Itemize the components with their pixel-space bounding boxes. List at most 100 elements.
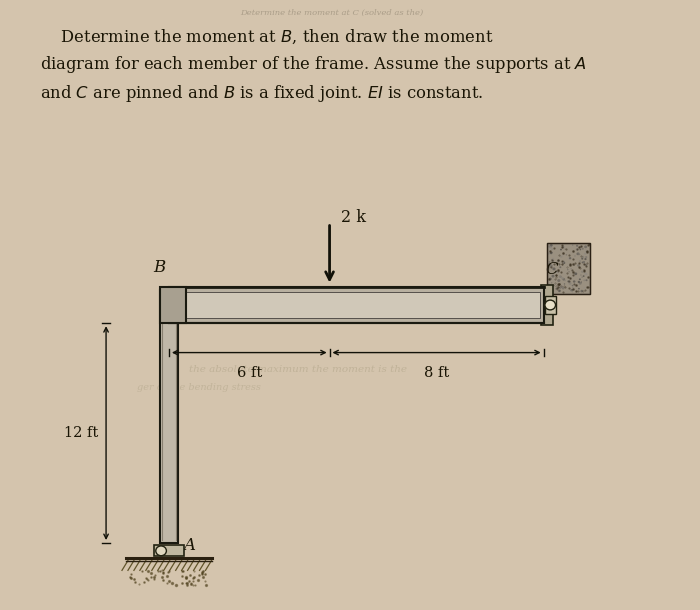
Circle shape — [581, 258, 583, 260]
Circle shape — [579, 254, 580, 255]
Circle shape — [550, 244, 552, 246]
Circle shape — [551, 252, 553, 253]
Circle shape — [573, 287, 575, 289]
Circle shape — [584, 248, 587, 251]
Circle shape — [559, 289, 561, 292]
Circle shape — [579, 278, 581, 280]
Circle shape — [564, 279, 566, 281]
Circle shape — [552, 260, 554, 262]
Circle shape — [572, 258, 573, 259]
Circle shape — [562, 254, 564, 256]
Circle shape — [580, 249, 581, 250]
Circle shape — [562, 246, 564, 248]
Circle shape — [578, 288, 580, 290]
Circle shape — [550, 264, 553, 267]
Bar — [155, 545, 183, 556]
Circle shape — [582, 256, 584, 258]
Text: the absolute maximum the moment is the: the absolute maximum the moment is the — [189, 365, 407, 373]
Circle shape — [567, 269, 568, 270]
Circle shape — [559, 275, 561, 278]
Circle shape — [570, 268, 572, 270]
Circle shape — [585, 279, 587, 281]
Circle shape — [555, 289, 556, 290]
Circle shape — [575, 248, 579, 251]
Circle shape — [577, 253, 580, 255]
Circle shape — [548, 263, 551, 266]
Circle shape — [584, 245, 587, 248]
Circle shape — [568, 280, 570, 281]
Circle shape — [559, 266, 560, 267]
Circle shape — [545, 300, 556, 310]
Text: 8 ft: 8 ft — [424, 366, 449, 380]
Text: Determine the moment at $\it{B}$, then draw the moment
diagram for each member o: Determine the moment at $\it{B}$, then d… — [40, 27, 587, 104]
Circle shape — [562, 278, 565, 281]
Circle shape — [557, 259, 560, 262]
Circle shape — [582, 275, 584, 277]
Circle shape — [547, 267, 550, 269]
Circle shape — [559, 276, 562, 278]
Text: 12 ft: 12 ft — [64, 426, 98, 440]
Circle shape — [586, 274, 587, 275]
Circle shape — [559, 264, 560, 265]
Circle shape — [580, 290, 583, 292]
Circle shape — [549, 249, 551, 251]
Circle shape — [556, 246, 558, 247]
Circle shape — [551, 282, 552, 284]
Circle shape — [560, 256, 562, 258]
Circle shape — [547, 252, 550, 254]
Circle shape — [559, 286, 561, 289]
Bar — [160, 287, 186, 323]
Circle shape — [556, 288, 558, 289]
Circle shape — [552, 248, 554, 250]
Bar — [547, 243, 590, 294]
Circle shape — [552, 258, 554, 260]
Circle shape — [584, 264, 587, 266]
Circle shape — [574, 255, 575, 257]
Circle shape — [561, 277, 564, 279]
Circle shape — [577, 253, 578, 255]
Bar — [160, 290, 178, 543]
Circle shape — [578, 281, 580, 283]
Circle shape — [580, 281, 582, 283]
Circle shape — [568, 282, 571, 285]
Circle shape — [551, 245, 552, 246]
Circle shape — [582, 248, 584, 249]
Circle shape — [568, 281, 570, 282]
Circle shape — [563, 260, 565, 262]
Circle shape — [554, 284, 555, 285]
Circle shape — [574, 284, 575, 285]
Circle shape — [549, 263, 551, 265]
Circle shape — [581, 271, 584, 273]
Circle shape — [564, 283, 565, 285]
Circle shape — [582, 261, 585, 264]
Circle shape — [156, 546, 167, 556]
Bar — [541, 285, 553, 325]
Circle shape — [583, 269, 584, 270]
Circle shape — [583, 287, 585, 289]
Circle shape — [570, 289, 573, 291]
Circle shape — [552, 268, 554, 269]
Circle shape — [579, 282, 582, 285]
Circle shape — [561, 261, 564, 263]
Circle shape — [569, 257, 571, 259]
Circle shape — [550, 266, 552, 268]
Circle shape — [583, 261, 585, 263]
Circle shape — [574, 265, 575, 266]
Text: B: B — [153, 259, 166, 276]
Circle shape — [579, 246, 582, 248]
Circle shape — [586, 251, 587, 253]
Circle shape — [566, 254, 567, 256]
Circle shape — [570, 290, 573, 292]
Circle shape — [548, 247, 550, 249]
Circle shape — [549, 278, 552, 281]
Circle shape — [559, 267, 561, 268]
Circle shape — [572, 285, 573, 286]
Circle shape — [584, 253, 587, 255]
Text: C: C — [545, 260, 558, 278]
Circle shape — [572, 245, 573, 246]
Circle shape — [573, 281, 575, 282]
Circle shape — [558, 290, 561, 292]
Bar — [178, 292, 540, 318]
Circle shape — [560, 249, 562, 251]
Circle shape — [583, 279, 585, 281]
